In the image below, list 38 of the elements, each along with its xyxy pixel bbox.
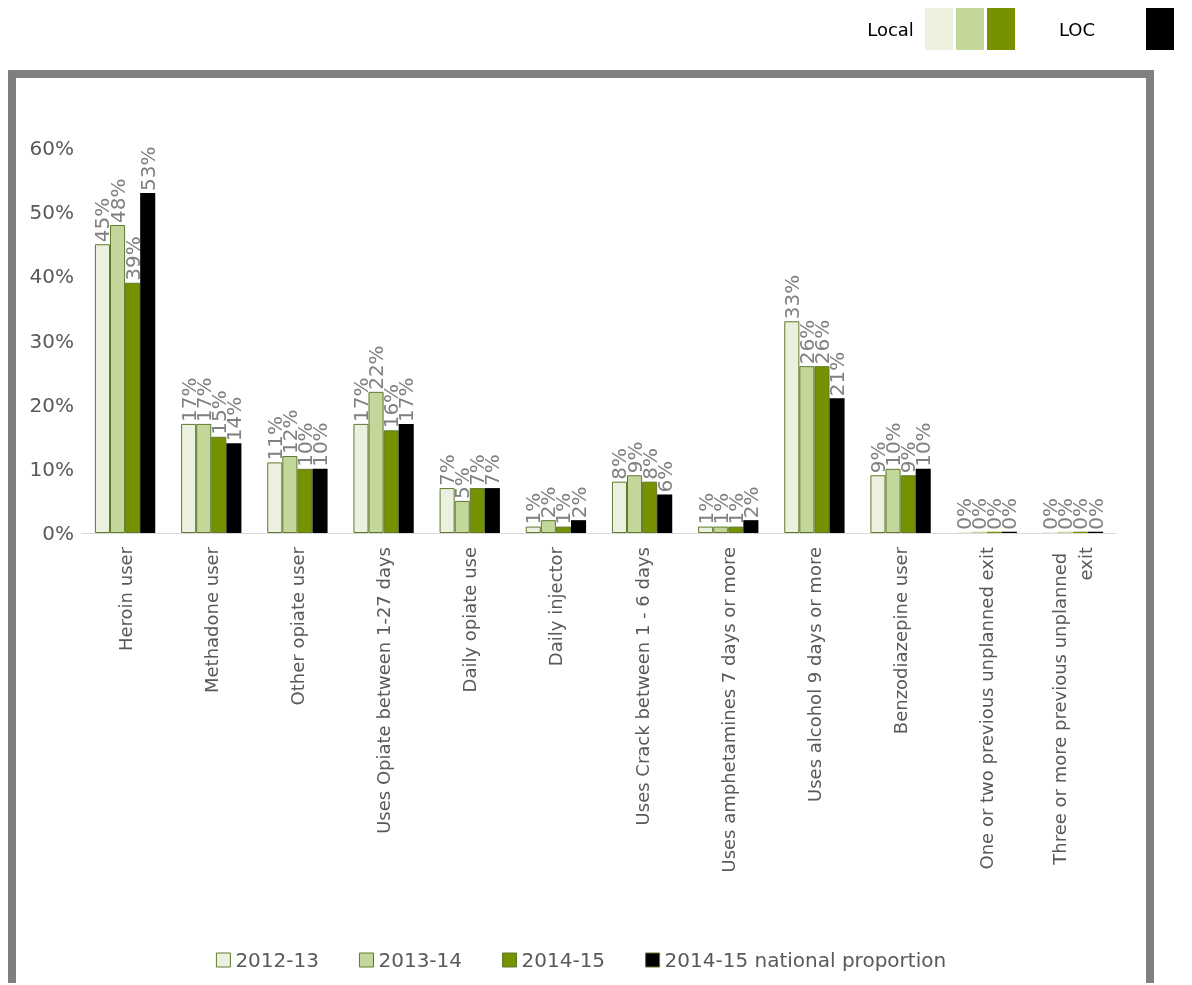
legend-label: 2014-15 — [521, 948, 606, 972]
text: LOC — [1058, 18, 1095, 40]
x-tick-label: Other opiate user — [286, 546, 308, 706]
x-tick-label: Three or more previous unplanned exit — [1049, 547, 1097, 866]
x-tick-label: One or two previous unplanned exit — [976, 547, 998, 870]
y-tick-label: 50% — [29, 200, 74, 225]
x-tick-label: Heroin user — [114, 546, 136, 652]
text: Local — [867, 18, 914, 40]
x-tick-label: Daily injector — [545, 546, 567, 667]
bar — [571, 520, 587, 533]
x-tick-label: Methadone user — [200, 546, 222, 694]
data-label: 39% — [120, 236, 145, 281]
data-label: 53% — [135, 146, 160, 191]
bar — [743, 520, 759, 533]
bar — [140, 192, 156, 533]
bar — [829, 398, 845, 533]
legend-label: 2012-13 — [235, 948, 319, 972]
data-label: 33% — [779, 274, 804, 320]
bar — [484, 488, 500, 533]
x-tick-label: Uses alcohol 9 days or more — [803, 547, 825, 802]
bar — [312, 468, 328, 533]
x-tick-label: Daily opiate use — [459, 547, 481, 693]
bar — [657, 494, 673, 533]
x-tick-label: Uses amphetamines 7 days or more — [717, 547, 739, 873]
bar — [915, 468, 931, 533]
x-tick-label: Uses Crack between 1 - 6 days — [631, 547, 653, 826]
legend-label: 2014-15 national proportion — [664, 948, 947, 972]
y-tick-label: 40% — [29, 264, 74, 289]
bar — [398, 423, 414, 533]
y-tick-label: 10% — [29, 456, 74, 481]
bar — [226, 443, 242, 533]
legend-label: 2013-14 — [378, 948, 463, 972]
x-tick-label: Uses Opiate between 1-27 days — [373, 547, 395, 834]
y-tick-label: 20% — [29, 392, 74, 417]
y-tick-label: 30% — [29, 328, 74, 353]
y-tick-label: 60% — [29, 136, 74, 160]
x-tick-label: Benzodiazepine user — [890, 546, 912, 735]
y-tick-label: 0% — [42, 521, 74, 545]
